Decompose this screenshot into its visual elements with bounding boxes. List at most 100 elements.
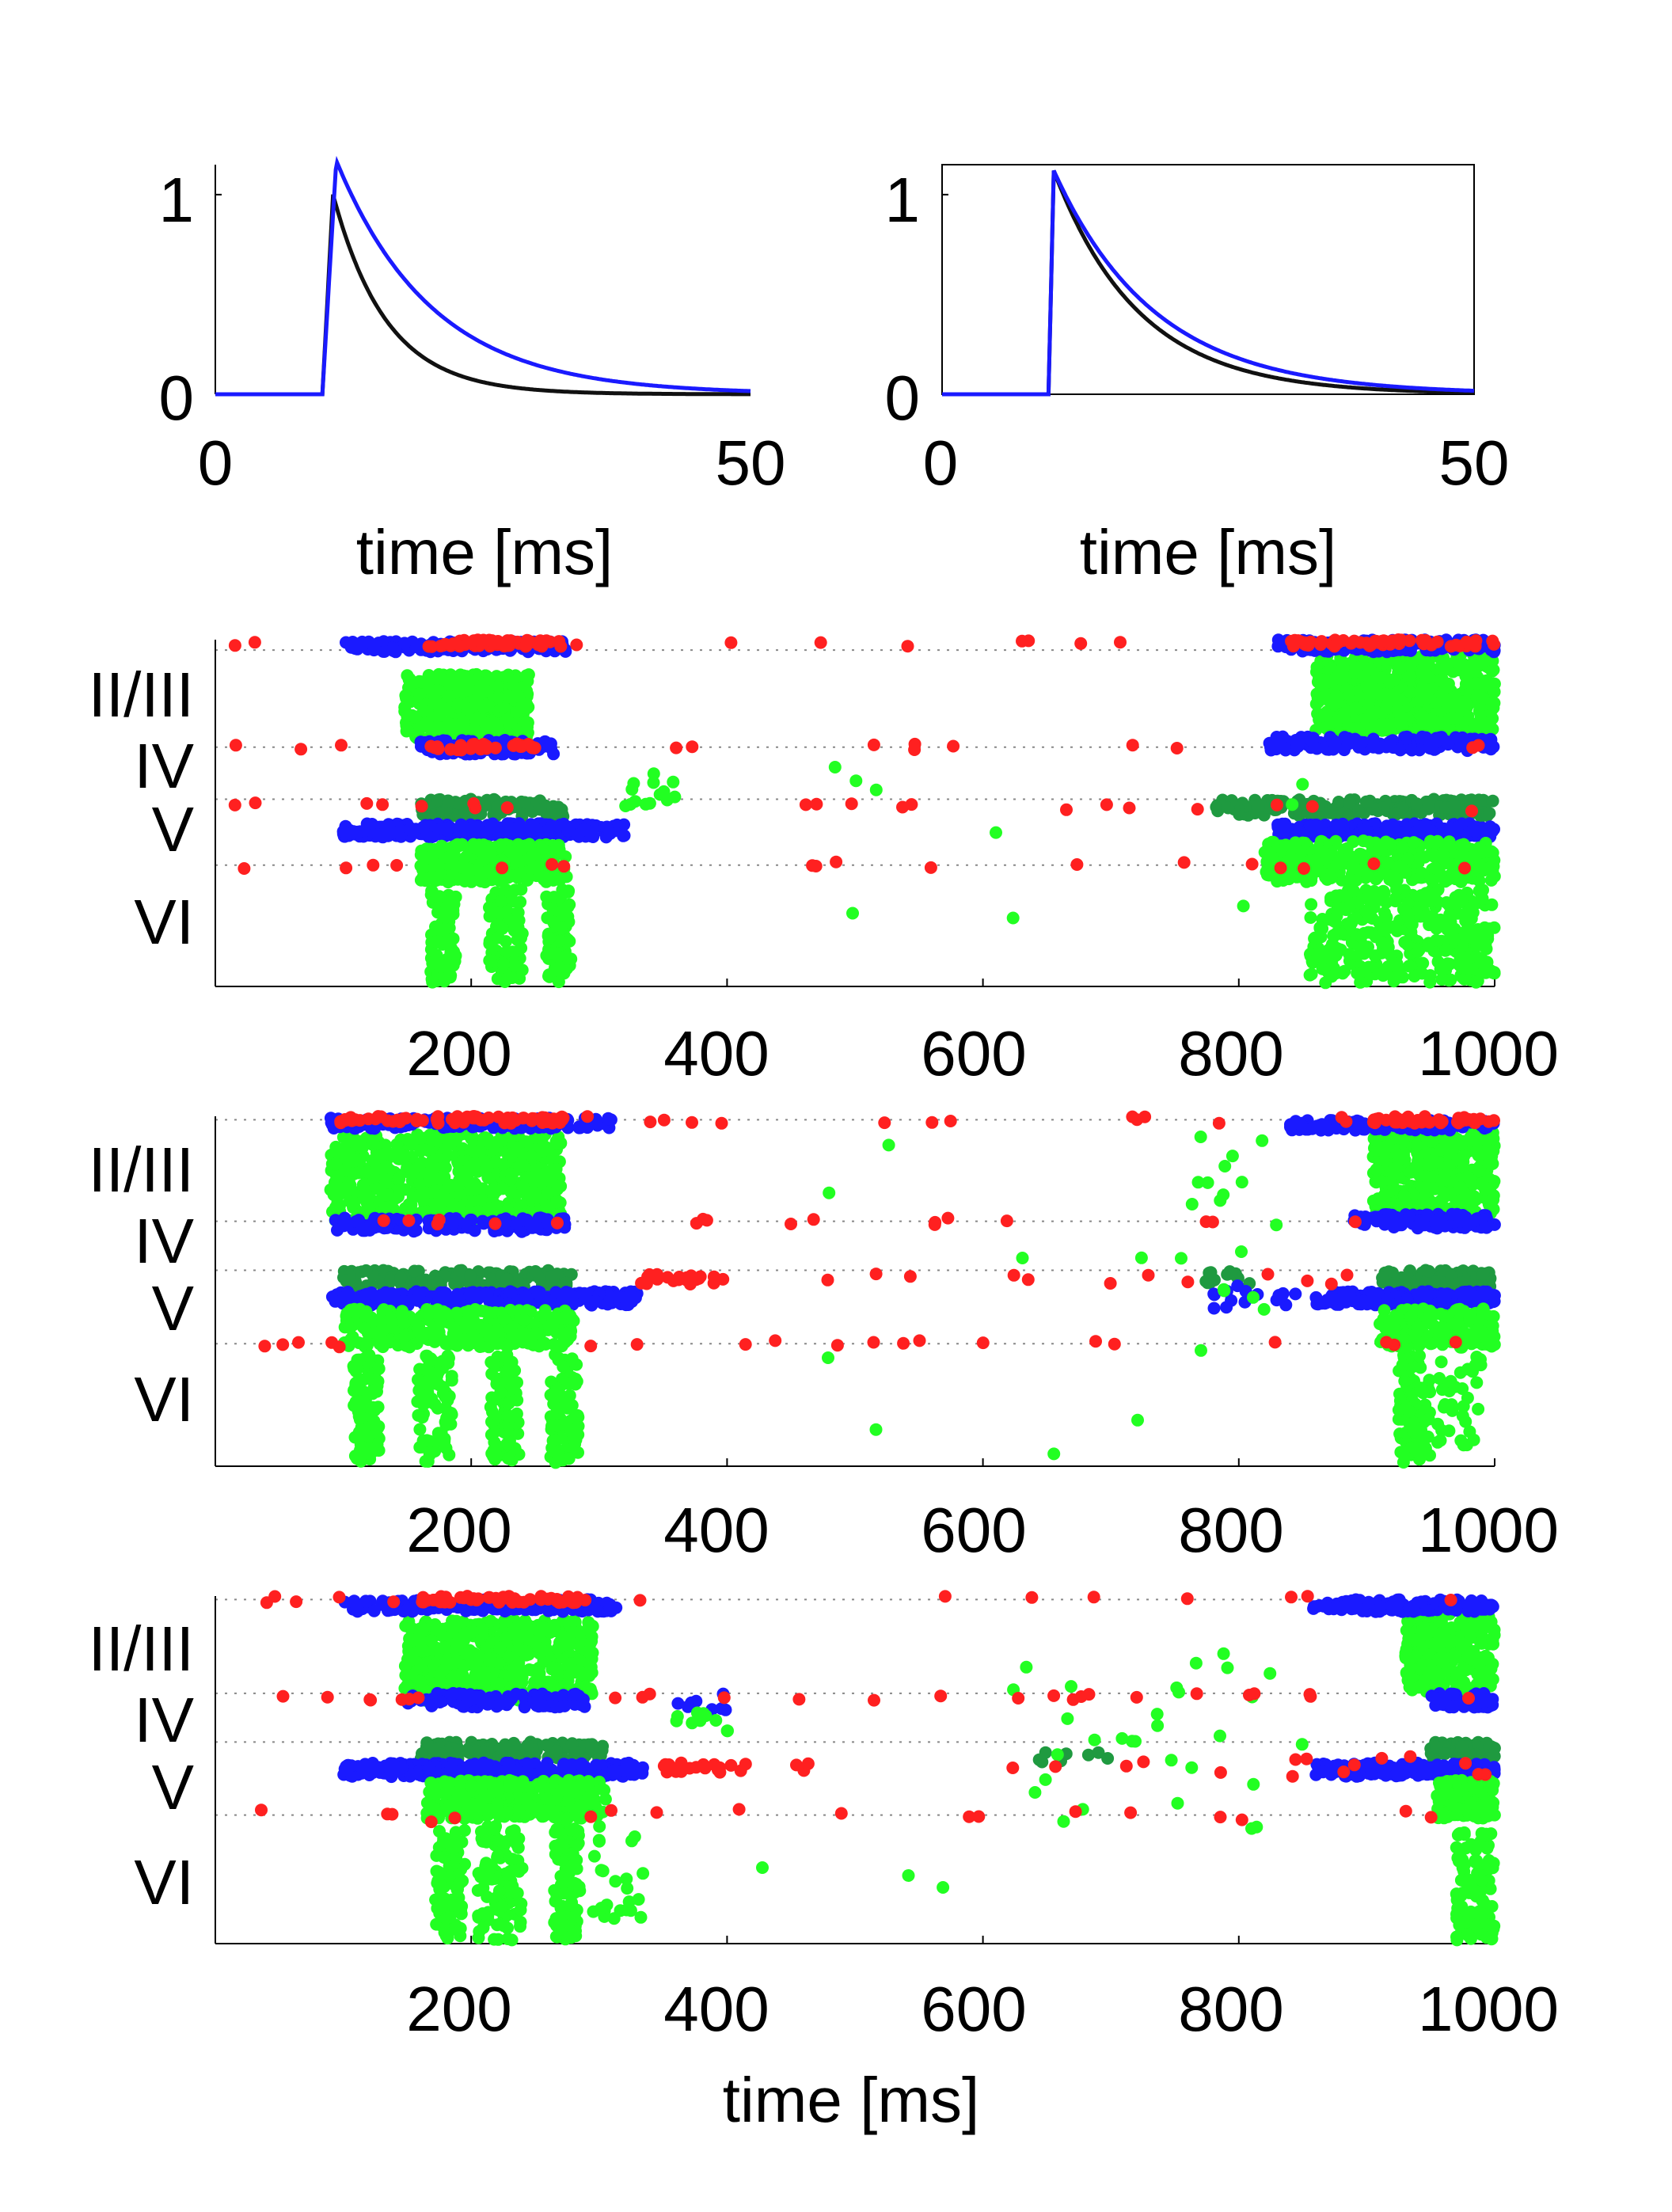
spike-light_green [1462,924,1476,937]
spike-blue [1294,731,1308,744]
spike-light_green [1305,898,1318,911]
spike-light_green [1440,896,1454,909]
spike-red [228,639,241,652]
spike-light_green [1286,798,1299,811]
spike-light_green [1401,896,1415,910]
spike-light_green [1393,705,1406,718]
spike-light_green [1468,897,1481,910]
raster-1-layer-label-0: II/III [89,659,194,730]
spike-blue [422,830,435,844]
spike-blue [386,826,399,839]
spike-red [1114,636,1127,649]
spike-light_green [1472,884,1486,898]
spike-blue [398,637,411,650]
spike-blue [1442,738,1455,751]
spike-red [431,742,445,755]
spike-blue [1271,819,1285,832]
spike-dark_green [534,803,547,816]
spike-light_green [1446,925,1459,939]
spike-light_green [366,1138,379,1151]
spike-dark_green [442,794,455,808]
raster-panel-1: II/III IV V VI 200 400 600 800 1000 [89,633,1559,1089]
spike-light_green [1286,853,1300,866]
spike-light_green [1420,671,1434,684]
spike-red [399,1112,412,1125]
spike-blue [557,817,571,830]
spike-light_green [443,690,456,703]
spike-light_green [1485,664,1499,678]
spike-red [1458,861,1471,875]
psc-series-blue [942,169,1475,397]
spike-light_green [1401,938,1414,952]
spike-blue [487,822,500,835]
spike-light_green [488,906,501,919]
spike-blue [1310,742,1324,755]
spike-blue [336,825,350,838]
spike-light_green [468,842,481,855]
spike-light_green [1474,956,1488,970]
spike-blue [618,829,631,842]
spike-red [474,743,488,756]
spike-red [686,740,699,754]
spike-light_green [1457,972,1471,986]
spike-light_green [451,697,465,711]
spike-light_green [1332,943,1346,956]
spike-dark_green [1447,799,1461,812]
spike-red [1403,634,1416,648]
spike-light_green [1486,712,1499,725]
spike-light_green [546,1148,560,1161]
spike-light_green [1324,716,1338,729]
spike-light_green [1349,701,1362,715]
spike-light_green [1381,944,1394,958]
spike-light_green [525,1150,538,1163]
psc-series-black [215,194,750,397]
spike-light_green [511,906,525,919]
spike-light_green [438,922,451,936]
psc-series-black [942,169,1475,397]
spike-red [1298,862,1310,875]
spike-red [1465,804,1478,818]
spike-light_green [505,1169,519,1182]
spike-light_green [1329,889,1343,903]
spike-light_green [1404,686,1417,699]
spike-red [947,739,960,753]
spike-light_green [1479,938,1492,951]
spike-red [1488,637,1500,651]
spike-red [545,857,559,871]
spike-light_green [500,945,513,959]
spike-light_green [624,798,637,811]
spike-light_green [1325,970,1339,983]
spike-light_green [483,672,496,686]
spike-light_green [519,669,533,682]
spike-light_green [1352,864,1366,877]
spike-blue [415,739,428,753]
spike-blue [538,735,551,749]
spike-light_green [348,1196,361,1210]
spike-light_green [433,890,446,903]
spike-red [1367,857,1381,870]
spike-red [1469,640,1482,653]
spike-red [502,637,515,651]
spike-light_green [828,761,842,773]
spike-red [248,636,261,649]
spike-blue [1309,818,1323,831]
spike-light_green [543,932,556,944]
spike-light_green [425,1163,439,1176]
spike-light_green [547,946,560,960]
spike-blue [602,1112,615,1126]
spike-blue [367,644,381,657]
spike-red [543,635,557,648]
spike-light_green [1339,671,1352,684]
spike-light_green [1394,860,1408,873]
spike-light_green [334,1183,348,1195]
spike-light_green [356,1178,370,1192]
spike-red [410,1114,424,1127]
spike-light_green [1363,690,1377,703]
spike-light_green [1427,714,1441,728]
spike-light_green [1407,836,1420,849]
psc-left-x-axis-label: time [ms] [356,517,613,587]
spike-light_green [1396,841,1409,854]
spike-red [901,640,914,653]
spike-light_green [355,1165,368,1179]
spike-light_green [1402,960,1416,973]
